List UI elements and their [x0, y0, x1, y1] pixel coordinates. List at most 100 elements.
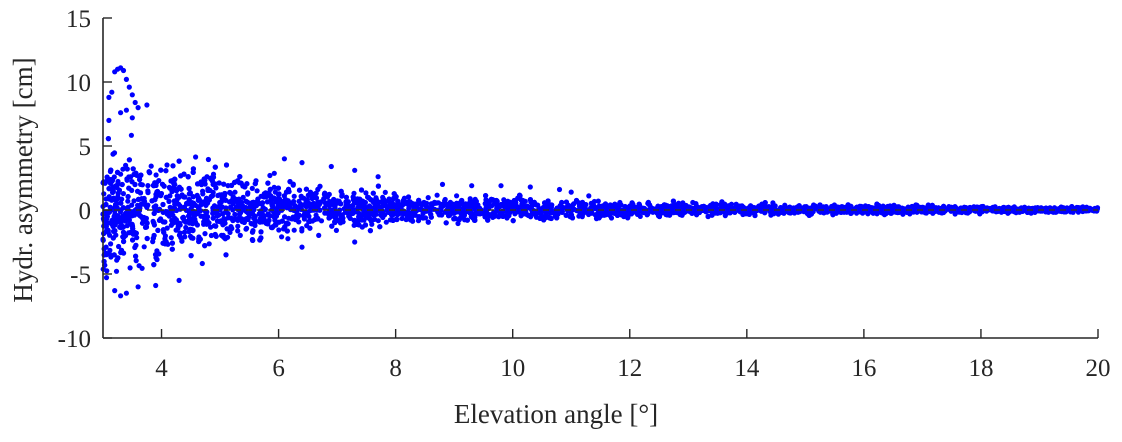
- data-point: [595, 198, 601, 204]
- data-point: [203, 212, 209, 218]
- data-point: [164, 162, 170, 168]
- data-point: [372, 205, 378, 211]
- data-point: [135, 196, 142, 202]
- data-point: [228, 224, 234, 230]
- data-point: [577, 203, 583, 209]
- data-point: [114, 196, 120, 203]
- data-point: [236, 202, 242, 208]
- data-point: [229, 182, 235, 188]
- data-point: [922, 209, 928, 215]
- y-tick-label: 5: [79, 134, 92, 161]
- data-point: [413, 201, 419, 207]
- data-point: [176, 277, 182, 283]
- data-point: [145, 183, 151, 189]
- data-point: [230, 217, 236, 224]
- data-point: [331, 196, 337, 203]
- data-point: [213, 233, 219, 239]
- data-point: [549, 202, 555, 208]
- data-point: [460, 206, 466, 212]
- data-point: [118, 249, 124, 256]
- data-point: [168, 235, 174, 241]
- data-point: [249, 200, 255, 206]
- data-point: [151, 262, 157, 268]
- x-axis-label: Elevation angle [°]: [454, 399, 658, 429]
- data-point: [343, 194, 349, 200]
- data-point: [102, 180, 108, 186]
- data-point: [446, 201, 452, 207]
- data-point: [133, 242, 139, 248]
- data-point: [257, 237, 263, 243]
- data-point: [133, 230, 139, 236]
- data-point: [125, 194, 131, 200]
- data-point: [135, 284, 141, 290]
- data-point: [161, 229, 167, 235]
- data-point: [349, 209, 355, 216]
- data-point: [658, 204, 665, 210]
- data-point: [604, 211, 610, 217]
- data-point: [120, 166, 126, 172]
- data-point: [391, 195, 397, 201]
- x-tick-label: 20: [1086, 355, 1111, 382]
- data-point: [103, 223, 109, 229]
- data-point: [287, 179, 293, 185]
- data-point: [386, 196, 392, 202]
- data-point: [315, 216, 321, 222]
- data-point: [109, 185, 115, 191]
- data-point: [263, 220, 269, 226]
- x-tick-label: 12: [617, 355, 642, 382]
- data-point: [241, 207, 247, 213]
- data-point: [559, 199, 565, 206]
- data-point: [399, 215, 405, 222]
- data-point: [489, 197, 495, 203]
- data-point: [174, 193, 180, 199]
- data-point: [212, 164, 218, 170]
- data-point: [771, 211, 777, 217]
- data-point: [170, 220, 176, 226]
- data-point: [563, 199, 570, 205]
- data-point: [109, 222, 115, 228]
- data-point: [542, 201, 548, 207]
- data-point: [193, 154, 199, 160]
- data-point: [285, 186, 292, 192]
- data-point: [248, 204, 254, 211]
- data-point: [370, 190, 376, 196]
- y-tick-label: 0: [79, 198, 92, 225]
- data-point: [271, 170, 277, 176]
- data-point: [214, 213, 220, 219]
- data-point: [102, 210, 108, 216]
- data-point: [119, 181, 125, 188]
- data-point: [163, 194, 169, 200]
- data-point: [454, 193, 460, 199]
- y-tick-label: 15: [66, 6, 91, 33]
- data-point: [415, 218, 422, 224]
- data-point: [103, 250, 109, 256]
- data-point: [126, 157, 132, 163]
- data-point: [507, 199, 513, 205]
- data-point: [328, 163, 334, 170]
- data-point: [817, 202, 823, 208]
- data-point: [115, 255, 121, 261]
- data-point: [125, 198, 131, 204]
- data-point: [356, 222, 362, 228]
- data-point: [472, 211, 478, 217]
- data-point: [164, 209, 171, 215]
- data-point: [258, 229, 264, 235]
- data-point: [152, 206, 158, 212]
- data-point: [267, 213, 273, 219]
- data-point: [239, 216, 245, 222]
- data-point: [428, 201, 434, 207]
- data-point: [182, 229, 188, 235]
- data-point: [267, 172, 273, 179]
- data-point: [151, 183, 157, 189]
- data-point: [158, 167, 164, 173]
- data-point: [114, 169, 121, 175]
- data-point: [935, 206, 941, 212]
- data-point: [343, 199, 349, 205]
- data-point: [459, 197, 465, 204]
- data-point: [352, 239, 358, 245]
- data-point: [345, 204, 352, 210]
- data-point: [333, 201, 339, 207]
- data-point: [112, 228, 118, 234]
- data-point: [337, 216, 343, 222]
- data-point: [746, 207, 752, 213]
